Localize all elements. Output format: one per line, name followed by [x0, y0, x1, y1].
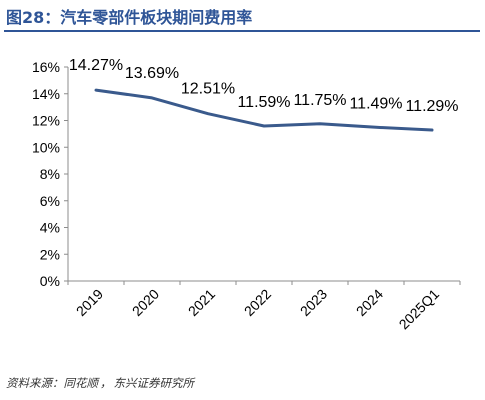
source-label: 资料来源：	[6, 376, 64, 390]
source-item-dxzq: 东兴证券研究所	[113, 376, 195, 390]
data-label: 13.69%	[125, 65, 179, 82]
y-tick-label: 8%	[40, 166, 60, 182]
x-tick-label: 2020	[129, 286, 162, 319]
y-tick-label: 0%	[40, 273, 60, 289]
x-tick-label: 2024	[353, 286, 386, 319]
source-item-ths: 同花顺	[63, 376, 99, 390]
title-divider	[4, 30, 480, 32]
x-tick-label: 2022	[241, 286, 274, 319]
source-note: 资料来源：同花顺，东兴证券研究所	[6, 375, 194, 391]
y-tick-label: 10%	[32, 139, 60, 155]
y-tick-label: 6%	[40, 193, 60, 209]
series-line	[94, 88, 434, 132]
chart-title: 图28：汽车零部件板块期间费用率	[6, 8, 253, 27]
y-tick-label: 4%	[40, 220, 60, 236]
y-tick-label: 12%	[32, 113, 60, 129]
data-label: 11.59%	[237, 94, 290, 111]
data-label: 11.75%	[293, 92, 346, 109]
y-tick-label: 16%	[32, 59, 60, 75]
x-tick-label: 2021	[185, 286, 218, 319]
data-label: 11.49%	[349, 95, 402, 112]
data-label: 12.51%	[181, 81, 235, 98]
x-tick-label: 2025Q1	[396, 286, 443, 333]
y-tick-label: 14%	[32, 86, 60, 102]
data-label: 14.27%	[69, 57, 123, 74]
x-tick-label: 2019	[73, 286, 106, 319]
data-label: 11.29%	[405, 98, 458, 115]
y-tick-label: 2%	[40, 246, 60, 262]
x-tick-label: 2023	[297, 286, 330, 319]
source-separator: ，	[100, 376, 112, 390]
